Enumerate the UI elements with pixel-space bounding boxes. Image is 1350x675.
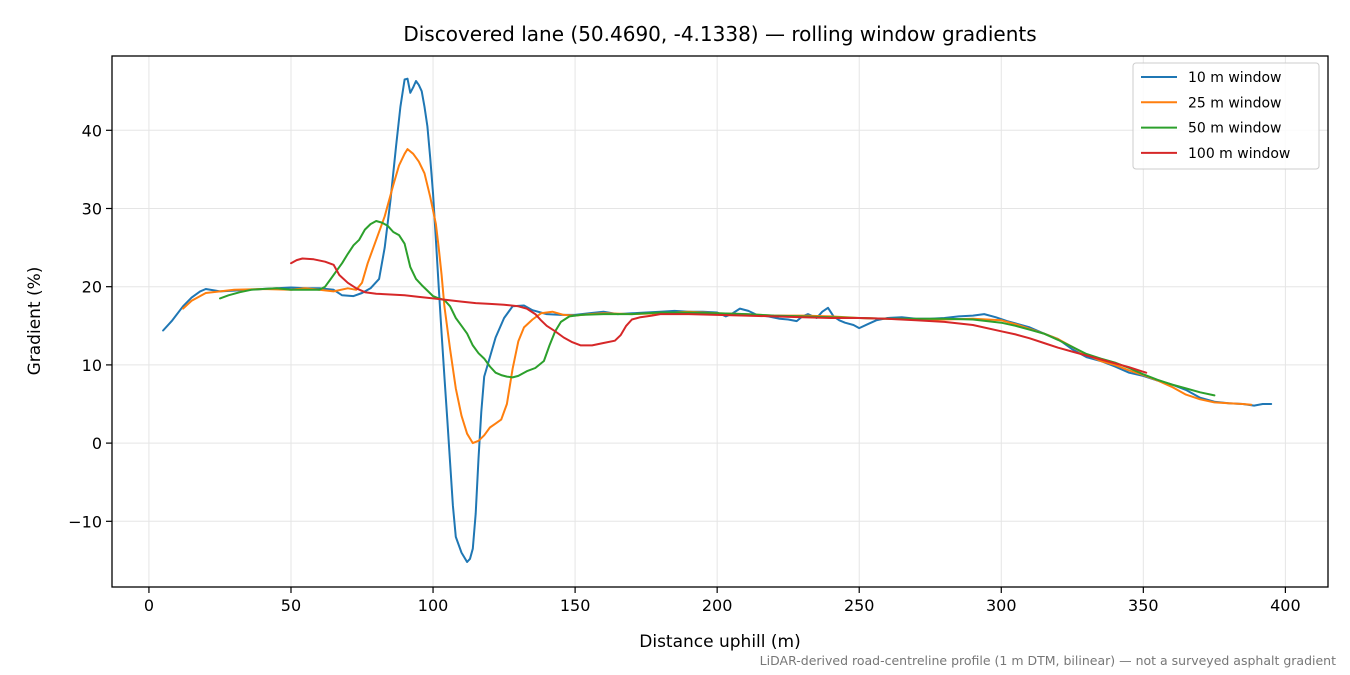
- footnote: LiDAR-derived road-centreline profile (1…: [760, 653, 1336, 668]
- x-tick-label: 0: [144, 596, 154, 615]
- y-axis: −10 0 10 20 30 40: [68, 121, 112, 531]
- legend-label: 10 m window: [1188, 70, 1281, 86]
- y-tick-label: 20: [82, 278, 102, 297]
- x-tick-label: 200: [702, 596, 733, 615]
- series-line-50-m-window: [219, 220, 1216, 397]
- x-tick-label: 350: [1128, 596, 1159, 615]
- y-axis-label: Gradient (%): [25, 267, 45, 376]
- grid: [112, 56, 1328, 587]
- plot-frame: [111, 55, 1329, 588]
- legend-label: 100 m window: [1188, 146, 1290, 162]
- x-axis: 0 50 100 150 200 250 300 350 400: [144, 587, 1301, 615]
- x-tick-label: 150: [560, 596, 591, 615]
- y-tick-label: 30: [82, 199, 102, 218]
- series-layer: [162, 77, 1273, 563]
- x-axis-label: Distance uphill (m): [639, 632, 800, 652]
- legend: 10 m window 25 m window 50 m window 100 m w…: [1132, 62, 1320, 170]
- x-tick-label: 50: [281, 596, 301, 615]
- legend-label: 25 m window: [1188, 95, 1281, 111]
- y-tick-label: 0: [92, 434, 102, 453]
- x-tick-label: 100: [418, 596, 449, 615]
- series-line-100-m-window: [290, 257, 1148, 374]
- legend-box: [1132, 62, 1320, 170]
- x-tick-label: 300: [986, 596, 1017, 615]
- legend-label: 50 m window: [1188, 121, 1281, 137]
- y-tick-label: 10: [82, 356, 102, 375]
- y-tick-label: 40: [82, 121, 102, 140]
- x-tick-label: 250: [844, 596, 875, 615]
- x-tick-label: 400: [1270, 596, 1301, 615]
- y-tick-label: −10: [68, 512, 102, 531]
- chart-title: Discovered lane (50.4690, -4.1338) — rol…: [403, 22, 1036, 46]
